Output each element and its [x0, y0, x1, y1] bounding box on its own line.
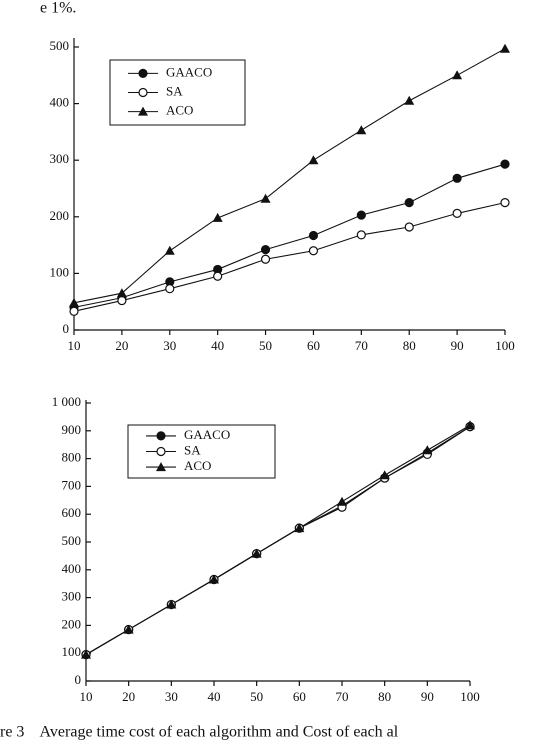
y-tick-label: 200 [62, 616, 82, 631]
data-point [308, 155, 319, 165]
data-point [356, 230, 366, 240]
series-line [73, 163, 506, 308]
y-tick-label: 900 [62, 422, 82, 437]
legend-label: GAACO [184, 427, 230, 442]
data-point [500, 43, 510, 53]
data-point [81, 649, 91, 659]
data-point [500, 198, 510, 208]
data-point [260, 245, 271, 255]
legend-marker [156, 462, 166, 472]
x-tick-label: 30 [165, 689, 178, 704]
legend-label: ACO [166, 103, 193, 118]
legend-marker [156, 446, 166, 457]
data-point [465, 420, 475, 430]
data-point [123, 624, 134, 634]
x-tick-label: 60 [293, 689, 306, 704]
data-point [404, 222, 414, 232]
x-tick-label: 60 [307, 338, 320, 353]
y-tick-label: 800 [62, 450, 82, 465]
data-point [166, 599, 177, 609]
x-tick-label: 10 [80, 689, 93, 704]
y-tick-label: 100 [50, 264, 70, 279]
x-tick-label: 80 [403, 338, 416, 353]
x-tick-label: 20 [115, 338, 128, 353]
data-point [337, 496, 347, 506]
x-tick-label: 40 [208, 689, 221, 704]
y-tick-label: 300 [50, 151, 70, 166]
data-point [500, 159, 510, 169]
legend-marker [138, 87, 148, 98]
data-point [404, 198, 414, 208]
y-tick-label: 100 [62, 644, 82, 659]
data-point [452, 173, 462, 183]
y-tick-label: 400 [50, 95, 70, 110]
legend-label: SA [184, 442, 201, 457]
x-tick-label: 40 [211, 338, 224, 353]
data-point [452, 208, 462, 219]
data-point [308, 246, 319, 256]
y-tick-label: 200 [50, 208, 70, 223]
x-tick-label: 20 [122, 689, 135, 704]
header-fragment: e 1%. [40, 0, 76, 17]
figure-caption: re 3 Average time cost of each algorithm… [0, 724, 399, 741]
x-tick-label: 50 [259, 338, 272, 353]
x-tick-label: 70 [355, 338, 368, 353]
data-point [404, 95, 415, 105]
data-point [251, 548, 262, 558]
y-tick-label: 500 [50, 38, 70, 53]
data-point [209, 574, 219, 584]
y-tick-label: 1 000 [52, 394, 81, 409]
x-tick-label: 90 [451, 338, 464, 353]
data-point [356, 210, 366, 220]
legend-marker [138, 106, 148, 116]
x-tick-label: 10 [68, 338, 81, 353]
data-point [452, 70, 463, 80]
x-tick-label: 80 [378, 689, 391, 704]
series-line [85, 424, 471, 656]
data-point [164, 245, 175, 255]
data-point [356, 125, 367, 135]
data-point [260, 193, 271, 203]
x-tick-label: 30 [163, 338, 176, 353]
y-tick-label: 0 [75, 672, 82, 687]
data-point [379, 470, 390, 480]
data-point [69, 306, 79, 316]
x-tick-label: 90 [421, 689, 434, 704]
y-tick-label: 600 [62, 505, 82, 520]
data-point [116, 288, 127, 298]
data-point [422, 445, 433, 455]
data-point [165, 284, 175, 294]
legend-marker [156, 431, 166, 441]
legend-label: SA [166, 83, 183, 98]
y-tick-label: 700 [62, 477, 82, 492]
y-tick-label: 300 [62, 589, 82, 604]
y-tick-label: 400 [62, 561, 82, 576]
data-point [260, 254, 271, 264]
legend-marker [138, 68, 148, 78]
data-point [69, 297, 79, 307]
data-point [212, 212, 223, 222]
series-line [73, 202, 506, 312]
data-point [308, 230, 319, 241]
x-tick-label: 100 [460, 689, 480, 704]
x-tick-label: 50 [250, 689, 263, 704]
data-point [294, 523, 305, 533]
y-tick-label: 500 [62, 533, 82, 548]
legend-label: ACO [184, 458, 211, 473]
legend-label: GAACO [166, 64, 212, 79]
x-tick-label: 100 [495, 338, 515, 353]
data-point [213, 271, 223, 281]
y-tick-label: 0 [63, 321, 70, 336]
series-line [73, 48, 506, 304]
data-point [117, 295, 127, 306]
x-tick-label: 70 [336, 689, 349, 704]
